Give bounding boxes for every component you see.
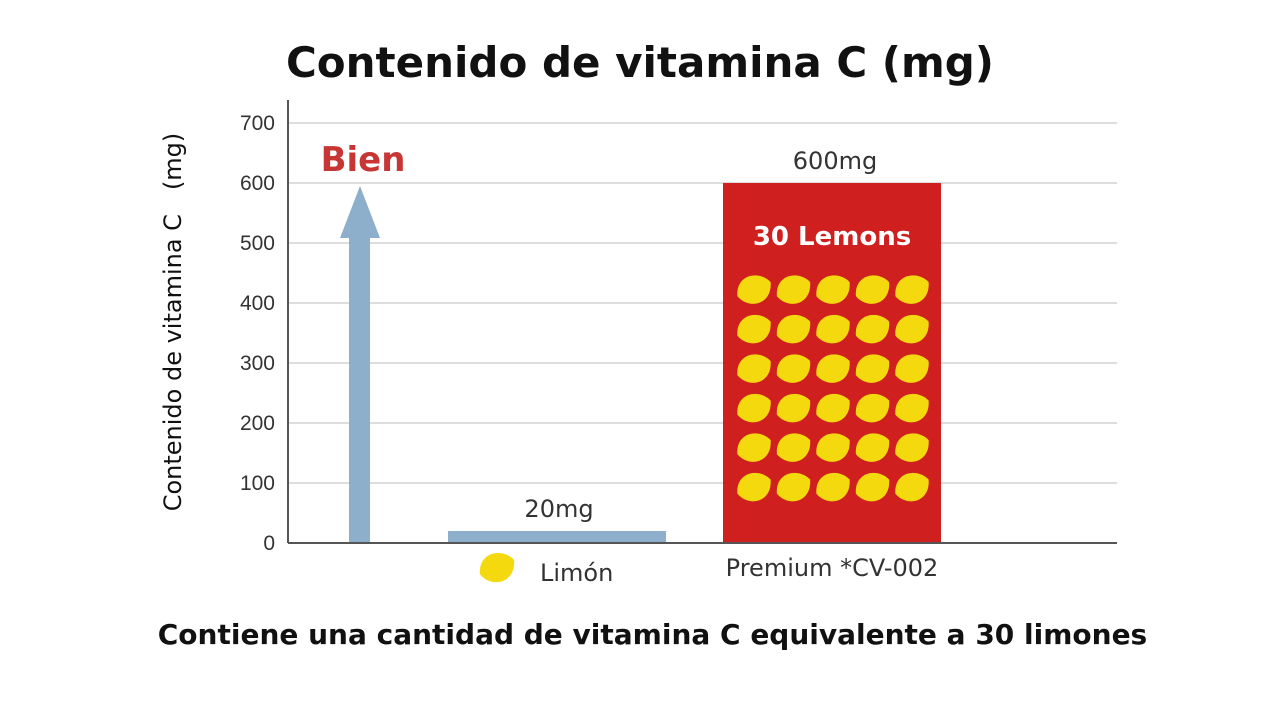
lemon-icon	[895, 393, 929, 423]
lemon-icon	[895, 354, 929, 383]
y-tick-label-500: 500	[240, 232, 275, 255]
lemon-icon	[776, 275, 811, 304]
annotation-bien: Bien	[321, 140, 406, 180]
bar-limon	[448, 531, 666, 543]
lemon-icon	[776, 393, 811, 423]
y-tick-label-0: 0	[263, 532, 275, 555]
data-label-0: 20mg	[524, 495, 593, 523]
data-label-1: 600mg	[793, 147, 877, 175]
gridlines	[288, 122, 1117, 484]
lemon-icon	[816, 275, 850, 304]
category-label-0: Limón	[540, 559, 613, 587]
caption-text: Contiene una cantidad de vitamina C equi…	[157, 618, 1148, 651]
lemon-icon	[895, 314, 929, 344]
lemon-icon	[776, 472, 811, 502]
lemon-icon	[895, 472, 929, 502]
y-tick-label-200: 200	[240, 412, 275, 435]
lemon-icon	[737, 393, 771, 423]
lemon-icon	[816, 393, 850, 423]
lemon-icon	[776, 433, 811, 462]
lemon-icon	[479, 552, 515, 583]
lemon-icon	[737, 354, 771, 383]
lemon-icons	[737, 275, 929, 502]
chart-title: Contenido de vitamina C (mg)	[285, 38, 995, 87]
lemon-icon	[855, 354, 890, 383]
lemon-icon	[737, 472, 771, 502]
up-arrow-shaft	[349, 236, 370, 543]
lemon-icon	[855, 393, 890, 423]
y-tick-labels: 0 100 200 300 400 500 600 700	[240, 112, 275, 555]
y-tick-label-600: 600	[240, 172, 275, 195]
lemon-icon	[737, 275, 771, 304]
arrow-group: Bien	[321, 140, 406, 543]
lemon-icon	[816, 314, 850, 344]
lemon-icon	[776, 314, 811, 344]
lemon-icon	[855, 275, 890, 304]
lemon-icon	[895, 433, 929, 462]
lemon-icon	[855, 314, 890, 344]
y-axis-label: Contenido de vitamina C (mg)	[159, 133, 187, 512]
lemon-icon	[895, 275, 929, 304]
bar-annotation-1: 30 Lemons	[753, 222, 911, 252]
lemon-legend-icon	[479, 552, 515, 583]
lemon-icon	[737, 433, 771, 462]
y-tick-label-300: 300	[240, 352, 275, 375]
lemon-icon	[816, 354, 850, 383]
lemon-icon	[855, 433, 890, 462]
category-label-1: Premium *CV-002	[726, 554, 939, 582]
up-arrow-icon	[340, 186, 380, 238]
y-tick-label-400: 400	[240, 292, 275, 315]
lemon-icon	[855, 472, 890, 502]
lemon-icon	[737, 314, 771, 344]
y-tick-label-700: 700	[240, 112, 275, 135]
lemon-icon	[816, 472, 850, 502]
lemon-icon	[816, 433, 850, 462]
y-tick-label-100: 100	[240, 472, 275, 495]
lemon-icon	[776, 354, 811, 383]
